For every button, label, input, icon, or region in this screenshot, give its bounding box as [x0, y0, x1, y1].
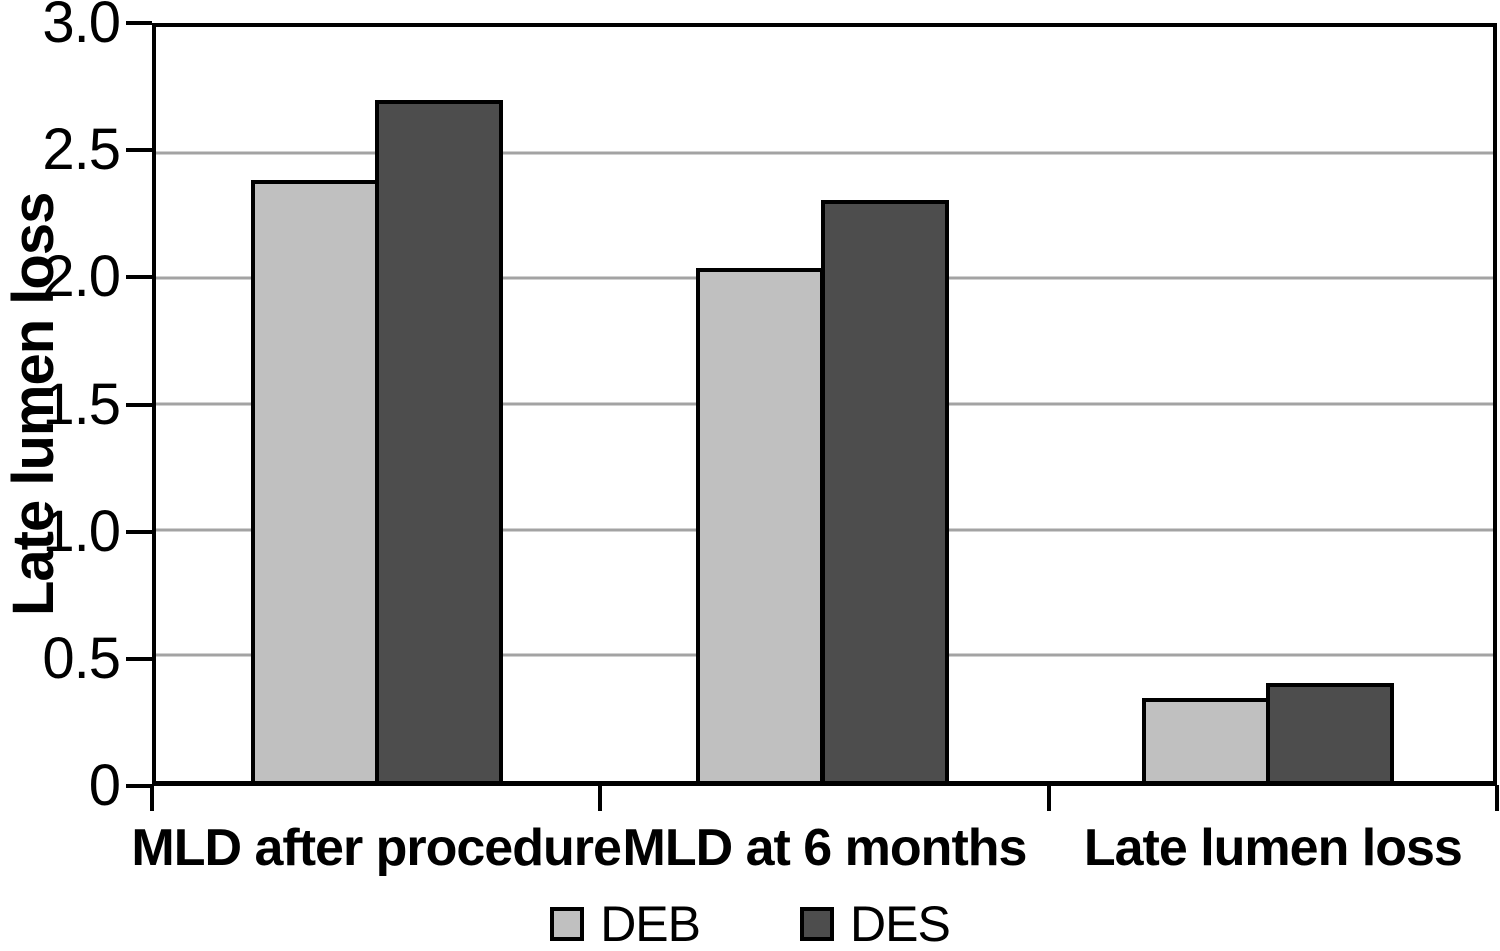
y-tick-label: 2.5 — [42, 117, 121, 183]
bar-des-group-3 — [1266, 682, 1395, 781]
y-tick-mark — [126, 784, 152, 788]
y-tick-label: 0 — [88, 753, 121, 818]
bar-des-group-1 — [374, 99, 504, 781]
legend-swatch-des — [800, 907, 834, 941]
legend: DEB DES — [0, 899, 1500, 949]
legend-swatch-deb — [550, 907, 585, 941]
bar-deb-group-3 — [1141, 698, 1271, 781]
y-tick-mark — [126, 275, 152, 280]
y-tick-label: 0.5 — [42, 625, 121, 691]
x-axis-label-1: MLD after procedure — [131, 819, 622, 877]
x-tick-mark — [1046, 785, 1051, 811]
plot-area — [152, 23, 1497, 786]
legend-label-des: DES — [850, 896, 951, 951]
y-tick-label: 2.0 — [42, 244, 121, 310]
y-tick-mark — [126, 529, 152, 534]
legend-item-des: DES — [800, 896, 951, 951]
bar-des-group-2 — [820, 200, 949, 781]
bar-deb-group-1 — [250, 180, 379, 781]
x-axis-label-2: MLD at 6 months — [622, 819, 1028, 877]
y-tick-mark — [126, 148, 152, 153]
gridline — [156, 151, 1493, 155]
y-tick-mark — [126, 402, 152, 407]
y-tick-label: 1.5 — [42, 371, 121, 437]
y-tick-mark — [126, 21, 152, 25]
y-tick-mark — [126, 656, 152, 661]
y-tick-label: 1.0 — [42, 498, 121, 564]
x-tick-mark — [1495, 785, 1499, 811]
legend-label-deb: DEB — [600, 896, 701, 951]
bar-deb-group-2 — [696, 268, 825, 781]
y-tick-label: 3.0 — [42, 0, 121, 55]
x-axis-label-3: Late lumen loss — [1083, 819, 1463, 877]
legend-item-deb: DEB — [550, 896, 701, 951]
x-tick-mark — [598, 785, 603, 811]
x-tick-mark — [150, 785, 154, 811]
